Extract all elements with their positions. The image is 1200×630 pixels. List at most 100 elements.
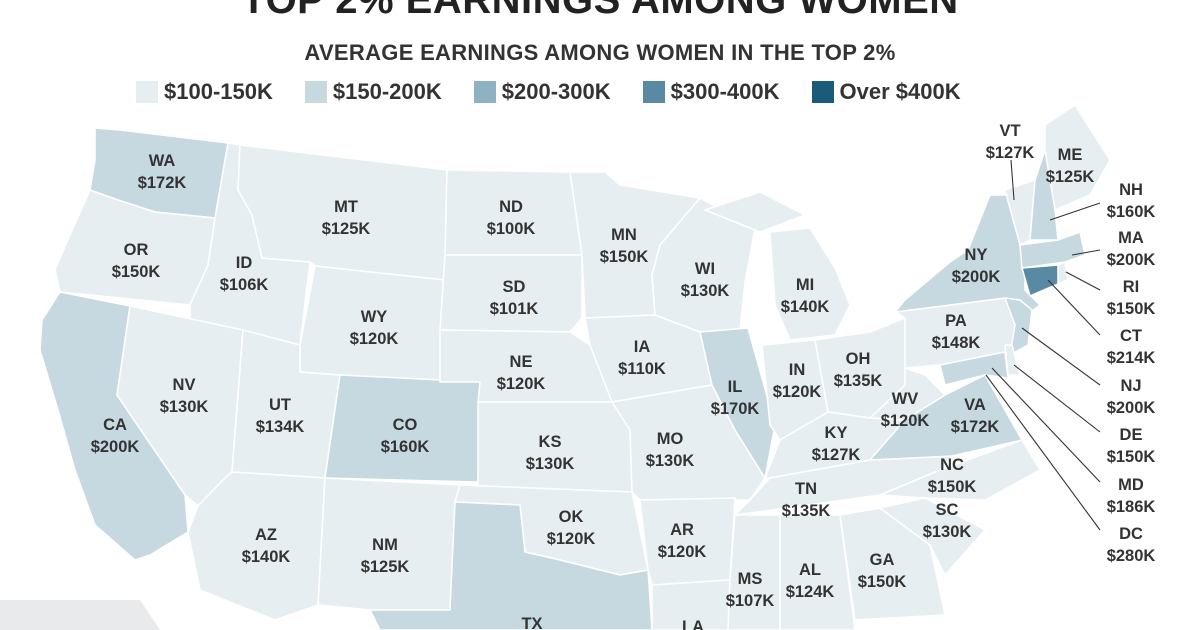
state-abbr-label: WA <box>149 152 176 170</box>
leader-line <box>1021 327 1101 386</box>
state-value-label: $172K <box>951 418 1000 436</box>
state-la <box>651 579 731 630</box>
state-ri <box>1057 261 1069 285</box>
state-value-label: $134K <box>256 418 305 436</box>
state-wv <box>869 367 946 421</box>
state-nh <box>1029 149 1059 241</box>
state-abbr-label: WI <box>695 260 715 278</box>
state-value-label: $106K <box>220 276 269 294</box>
leader-lines <box>985 159 1101 531</box>
state-abbr-label: NM <box>372 536 398 554</box>
state-value-label: $186K <box>1107 498 1156 516</box>
state-abbr-label: GA <box>870 551 895 569</box>
state-value-label: $130K <box>923 523 972 541</box>
state-abbr-label: PA <box>945 312 967 330</box>
state-value-label: $200K <box>1107 251 1156 269</box>
leader-line <box>1065 271 1101 291</box>
state-nc <box>879 439 1041 501</box>
state-abbr-label: UT <box>269 396 291 414</box>
legend-item: $100-150K <box>136 79 273 105</box>
state-value-label: $280K <box>1107 547 1156 565</box>
state-value-label: $120K <box>658 543 707 561</box>
legend-label: $300-400K <box>670 79 780 104</box>
state-abbr-label: NV <box>173 376 196 394</box>
state-tn <box>734 455 953 516</box>
state-abbr-label: NJ <box>1120 377 1141 395</box>
leader-line <box>1013 364 1101 433</box>
state-abbr-label: NH <box>1119 181 1143 199</box>
state-value-label: $214K <box>1107 349 1156 367</box>
state-value-label: $148K <box>932 334 981 352</box>
state-value-label: $120K <box>497 375 546 393</box>
map-land-layer <box>0 104 1111 630</box>
state-abbr-label: AZ <box>255 526 277 544</box>
map-subtitle: AVERAGE EARNINGS AMONG WOMEN IN THE TOP … <box>304 40 896 65</box>
state-abbr-label: CA <box>103 416 127 434</box>
state-value-label: $135K <box>834 372 883 390</box>
legend-swatch <box>304 81 327 103</box>
state-abbr-label: SC <box>936 501 959 519</box>
legend-swatch <box>642 81 665 103</box>
state-abbr-label: OR <box>124 241 149 259</box>
state-abbr-label: IA <box>634 338 651 356</box>
state-value-label: $130K <box>526 455 575 473</box>
state-abbr-label: MA <box>1118 229 1144 247</box>
state-abbr-label: ID <box>236 254 253 272</box>
state-abbr-label: VT <box>999 122 1020 140</box>
state-value-label: $200K <box>91 438 140 456</box>
state-ct <box>1021 264 1059 297</box>
neighbor-land <box>0 600 160 630</box>
legend-swatch <box>811 81 834 103</box>
state-abbr-label: MO <box>657 430 684 448</box>
state-value-label: $120K <box>547 530 596 548</box>
state-abbr-label: OH <box>846 350 871 368</box>
state-abbr-label: LA <box>682 618 704 630</box>
state-value-label: $100K <box>487 220 536 238</box>
state-value-label: $120K <box>773 383 822 401</box>
state-value-label: $125K <box>322 220 371 238</box>
legend-item: $300-400K <box>642 79 780 105</box>
state-nj <box>1004 297 1033 356</box>
state-value-label: $172K <box>138 174 187 192</box>
state-abbr-label: TN <box>795 480 817 498</box>
state-abbr-label: MS <box>738 570 763 588</box>
state-abbr-label: WY <box>361 308 388 326</box>
state-sc <box>879 497 986 576</box>
state-abbr-label: VA <box>964 396 986 414</box>
state-value-label: $124K <box>786 583 835 601</box>
state-value-label: $150K <box>1107 300 1156 318</box>
state-abbr-label: MD <box>1118 476 1144 494</box>
state-value-label: $150K <box>600 248 649 266</box>
state-value-label: $130K <box>160 398 209 416</box>
state-value-label: $150K <box>928 478 977 496</box>
state-abbr-label: ND <box>499 198 523 216</box>
leader-line <box>1047 279 1101 336</box>
leader-line <box>1010 159 1015 201</box>
state-abbr-label: IL <box>728 378 743 396</box>
state-abbr-label: KY <box>825 424 848 442</box>
state-value-label: $170K <box>711 400 760 418</box>
state-value-label: $150K <box>112 263 161 281</box>
state-abbr-label: MN <box>611 226 637 244</box>
state-mi <box>704 191 851 341</box>
legend-label: $150-200K <box>332 79 442 104</box>
state-value-label: $127K <box>812 446 861 464</box>
state-value-label: $140K <box>781 298 830 316</box>
legend-label: Over $400K <box>839 79 961 104</box>
page-title: TOP 2% EARNINGS AMONG WOMEN <box>241 0 959 22</box>
state-ms <box>727 514 781 630</box>
state-md <box>939 351 1009 386</box>
state-az <box>187 471 326 621</box>
state-al <box>779 514 856 630</box>
state-sd <box>439 254 583 333</box>
state-abbr-label: CO <box>393 416 418 434</box>
legend-swatch <box>473 81 496 103</box>
state-abbr-label: OK <box>559 508 584 526</box>
state-abbr-label: AR <box>670 521 694 539</box>
legend-label: $200-300K <box>501 79 611 104</box>
state-value-label: $107K <box>726 592 775 610</box>
leader-line <box>985 374 1101 531</box>
state-value-label: $120K <box>350 330 399 348</box>
state-abbr-label: ME <box>1058 146 1083 164</box>
